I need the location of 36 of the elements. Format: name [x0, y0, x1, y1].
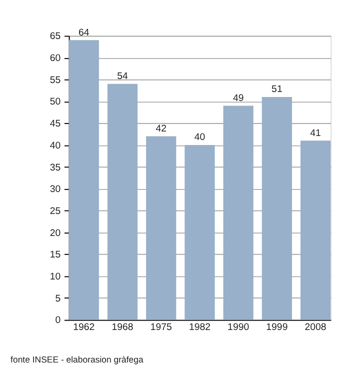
- data-label: 64: [78, 27, 90, 38]
- y-tick-label: 55: [50, 74, 61, 86]
- y-tick-label: 0: [55, 315, 62, 326]
- y-tick-label: 30: [50, 184, 62, 196]
- y-tick-label: 10: [50, 272, 62, 283]
- y-tick-label: 15: [50, 250, 61, 261]
- x-tick-label: 2008: [304, 322, 326, 334]
- x-tick-label: 1982: [188, 322, 211, 334]
- bar: [184, 145, 215, 320]
- data-label: 42: [156, 123, 167, 134]
- x-tick-label: 1968: [112, 322, 134, 334]
- bar: [68, 40, 99, 320]
- data-label: 41: [310, 128, 321, 139]
- data-label: 54: [117, 70, 128, 82]
- x-tick-label: 1990: [228, 322, 250, 334]
- source-note: fonte INSEE - elaborasion gràfega: [10, 354, 144, 364]
- bar: [107, 84, 138, 320]
- data-label: 49: [232, 92, 244, 104]
- bar: [223, 106, 254, 320]
- y-tick-label: 45: [50, 118, 61, 130]
- y-tick-label: 65: [50, 31, 61, 42]
- x-tick-label: 1975: [150, 322, 172, 334]
- y-tick-label: 5: [55, 293, 61, 304]
- bar: [300, 140, 331, 320]
- data-label: 51: [272, 84, 282, 96]
- bar: [146, 136, 176, 320]
- x-tick-label: 1999: [266, 322, 288, 334]
- y-tick-label: 50: [50, 96, 62, 108]
- y-tick-label: 25: [50, 206, 61, 217]
- data-label: 40: [194, 132, 206, 144]
- bar: [262, 96, 292, 320]
- y-tick-label: 35: [50, 162, 61, 174]
- y-tick-label: 60: [50, 53, 62, 64]
- y-tick-label: 20: [50, 228, 62, 239]
- x-tick-label: 1962: [73, 322, 95, 334]
- y-tick-label: 40: [50, 140, 62, 152]
